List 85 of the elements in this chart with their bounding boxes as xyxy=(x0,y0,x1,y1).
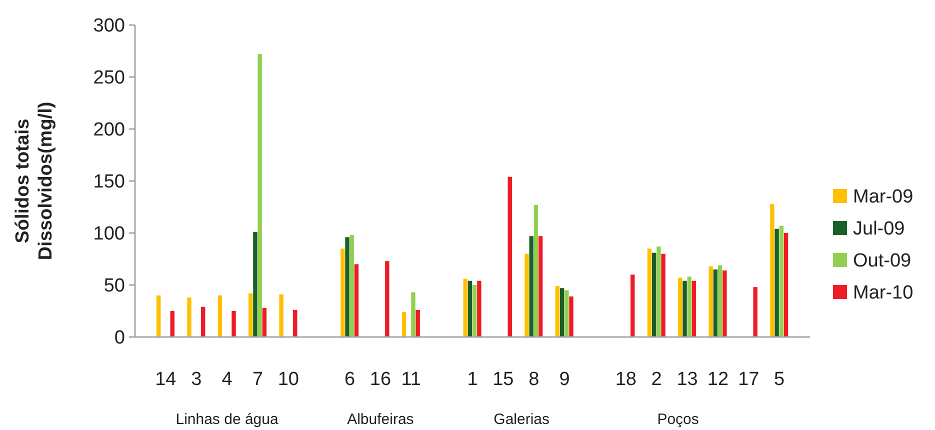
bar xyxy=(534,204,538,337)
x-tick-label: 17 xyxy=(738,369,760,390)
bar xyxy=(293,310,298,337)
x-tick-label: 10 xyxy=(278,369,299,390)
x-tick-label: 11 xyxy=(401,369,422,390)
x-tick-label: 4 xyxy=(222,369,233,390)
y-tick-label: 100 xyxy=(93,224,125,245)
y-tick-label: 150 xyxy=(93,172,125,193)
x-tick-label: 9 xyxy=(559,369,570,390)
text: Albufeiras xyxy=(347,411,414,428)
bar xyxy=(713,269,718,337)
bar xyxy=(774,228,779,337)
bar xyxy=(262,308,267,337)
text: Linhas de água xyxy=(176,411,279,428)
bar xyxy=(402,312,406,337)
bar xyxy=(468,280,472,337)
bar xyxy=(170,311,174,337)
x-tick-label: 3 xyxy=(191,369,202,390)
x-tick-label: 5 xyxy=(774,369,785,390)
bar xyxy=(411,292,416,337)
bar xyxy=(652,252,656,337)
bar xyxy=(779,226,784,337)
bar xyxy=(350,235,354,337)
legend-label: Jul-09 xyxy=(853,218,905,240)
bar xyxy=(187,297,192,337)
bar xyxy=(248,293,253,337)
bar xyxy=(508,176,512,337)
bar xyxy=(630,274,635,337)
bar xyxy=(722,270,727,337)
x-tick-label: 2 xyxy=(651,369,662,390)
bar xyxy=(200,306,206,337)
bar xyxy=(682,280,687,337)
bar xyxy=(477,280,482,337)
bar xyxy=(656,246,661,337)
legend-label: Mar-10 xyxy=(853,282,914,304)
bar xyxy=(232,311,236,337)
bar xyxy=(345,237,350,337)
legend-label: Out-09 xyxy=(853,250,912,272)
bar xyxy=(569,296,574,337)
bar xyxy=(564,290,569,337)
x-tick-label: 18 xyxy=(615,369,636,390)
bar xyxy=(560,288,564,337)
y-tick-label: 50 xyxy=(104,276,125,297)
bar xyxy=(218,295,222,337)
x-tick-label: 8 xyxy=(528,369,540,390)
bar xyxy=(538,236,543,337)
y-tick-label: 200 xyxy=(93,120,125,141)
bar xyxy=(647,248,652,337)
bar xyxy=(279,294,284,337)
x-tick-label: 1 xyxy=(467,369,478,390)
x-tick-label: 13 xyxy=(676,369,698,390)
bar xyxy=(416,310,420,337)
y-axis-title: Sólidos totais Dissolvidos(mg/l) xyxy=(12,102,56,260)
bar xyxy=(687,276,692,337)
bar xyxy=(463,278,468,337)
bar xyxy=(385,261,390,337)
bar xyxy=(472,285,477,337)
bar xyxy=(770,204,774,337)
bar xyxy=(661,254,666,337)
text: Galerias xyxy=(494,411,550,428)
x-tick-label: 6 xyxy=(344,369,356,390)
bar xyxy=(678,278,682,337)
y-tick-label: 300 xyxy=(93,16,125,37)
bar xyxy=(555,286,560,337)
bar xyxy=(784,233,788,337)
x-tick-label: 16 xyxy=(370,369,392,390)
x-tick-label: 15 xyxy=(492,369,514,390)
bar xyxy=(524,254,529,337)
bar xyxy=(753,287,758,337)
bar xyxy=(708,266,713,337)
bar xyxy=(718,265,722,337)
bar xyxy=(253,232,258,337)
bar xyxy=(692,280,696,337)
bar xyxy=(258,54,262,337)
bar xyxy=(529,236,534,337)
bar xyxy=(354,264,359,337)
y-tick-label: 250 xyxy=(93,68,125,89)
y-tick-label: 0 xyxy=(114,328,125,349)
text: Poços xyxy=(657,411,699,428)
x-tick-label: 14 xyxy=(155,369,177,390)
x-tick-label: 12 xyxy=(707,369,729,390)
bar xyxy=(340,248,345,337)
x-tick-label: 7 xyxy=(252,369,264,390)
bar xyxy=(156,295,161,337)
legend-label: Mar-09 xyxy=(853,186,914,208)
